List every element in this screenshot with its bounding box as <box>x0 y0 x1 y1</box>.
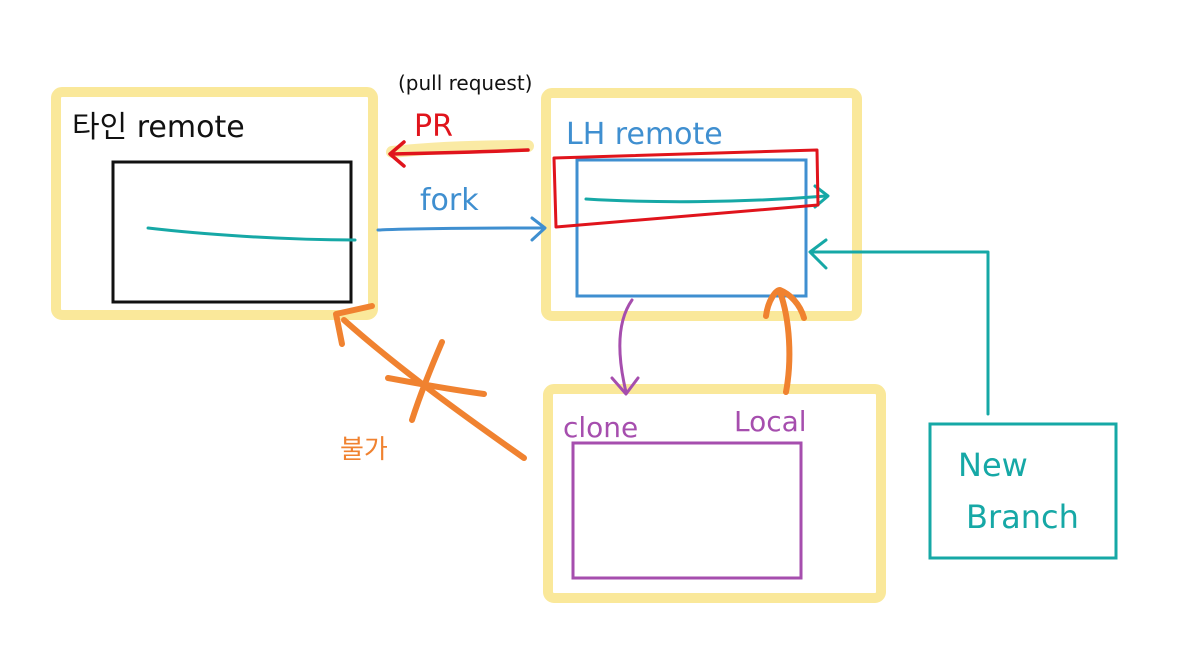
impossible-cross-stroke-2 <box>385 375 487 397</box>
clone-label: clone <box>563 411 638 444</box>
local-repo-box <box>571 441 803 580</box>
impossible-arrowhead <box>333 303 375 347</box>
others-remote-repo-box <box>111 160 353 304</box>
new-branch-arrowhead <box>808 238 828 270</box>
push-arrowhead <box>763 287 807 321</box>
others-remote-branch-line <box>146 226 357 242</box>
impossible-label: 불가 <box>340 435 388 465</box>
push-arrow <box>777 289 793 395</box>
new-branch-label-line2: Branch <box>966 498 1079 536</box>
my-remote-branch-line <box>584 194 828 204</box>
others-remote-highlight-frame <box>51 87 378 320</box>
my-remote-title: LH remote <box>566 117 723 152</box>
my-remote-repo-box <box>575 158 808 298</box>
fork-label: fork <box>420 183 479 218</box>
pull-request-caption: (pull request) <box>398 71 532 95</box>
pr-arrow <box>390 148 530 156</box>
impossible-arrow <box>341 317 527 461</box>
local-highlight-frame <box>543 384 886 603</box>
local-label: Local <box>734 405 807 438</box>
new-branch-box <box>928 422 1118 560</box>
clone-arrowhead <box>610 376 640 396</box>
pr-highlight-smear <box>386 140 534 158</box>
my-remote-highlight-frame <box>541 88 862 321</box>
pr-arrowhead <box>388 140 406 168</box>
new-branch-label-line1: New <box>958 446 1028 484</box>
new-branch-connector <box>810 250 990 416</box>
fork-arrowhead <box>530 216 547 242</box>
pr-selection-box <box>552 148 820 229</box>
fork-arrow <box>376 226 546 232</box>
pr-label: PR <box>414 109 453 144</box>
clone-arrow <box>618 298 634 394</box>
others-remote-title: 타인 remote <box>72 110 245 145</box>
